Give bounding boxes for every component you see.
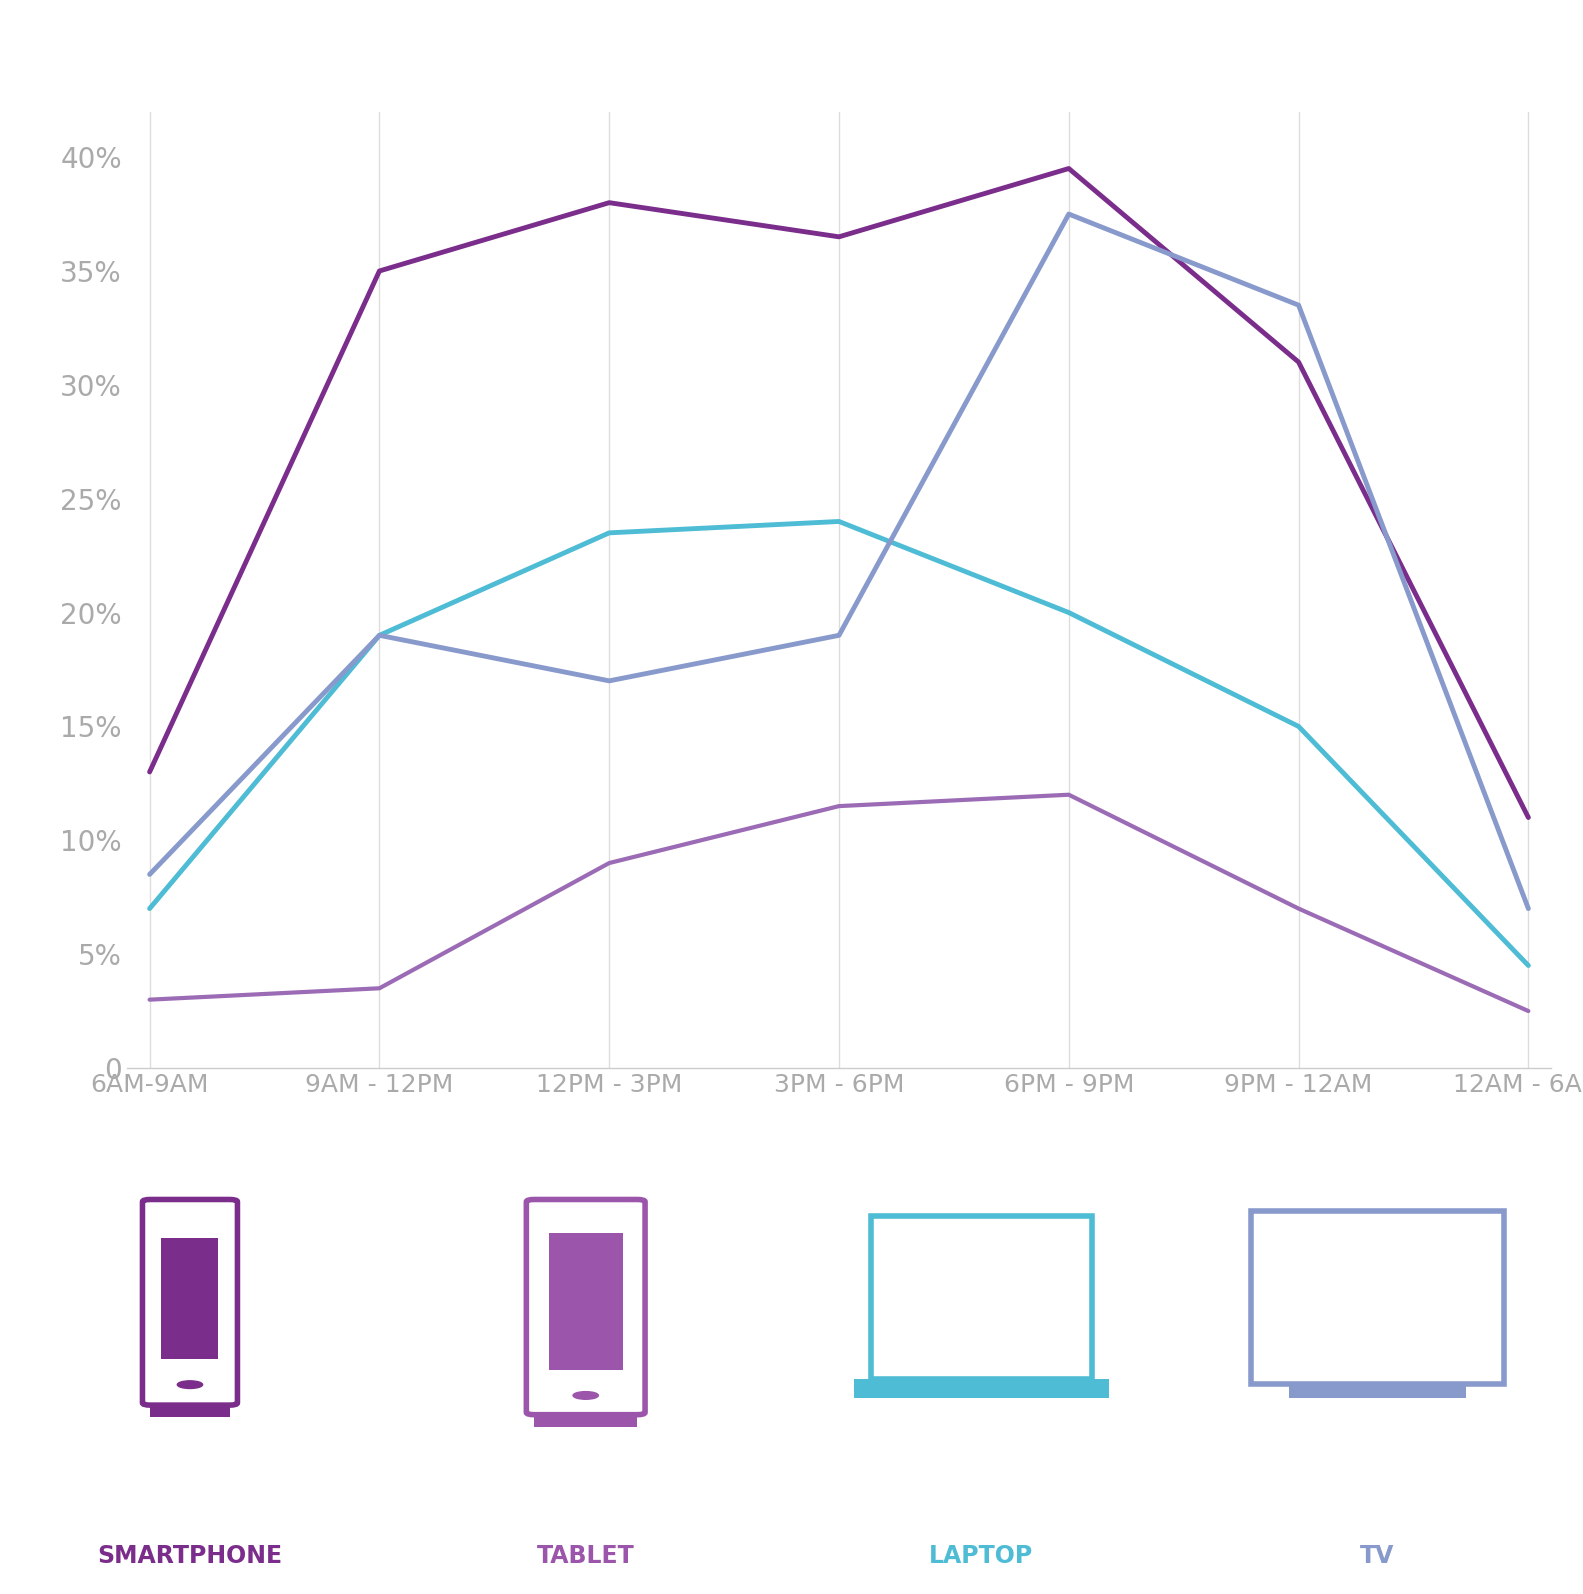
Bar (1289, 1384, 1466, 1398)
Circle shape (177, 1380, 203, 1388)
FancyBboxPatch shape (871, 1216, 1092, 1379)
Bar (549, 1234, 622, 1371)
Bar (855, 1379, 1108, 1398)
Text: TABLET: TABLET (537, 1543, 635, 1568)
FancyBboxPatch shape (1251, 1211, 1504, 1384)
Bar (161, 1239, 218, 1358)
FancyBboxPatch shape (526, 1200, 646, 1415)
Text: SMARTPHONE: SMARTPHONE (98, 1543, 282, 1568)
Text: TV: TV (1360, 1543, 1395, 1568)
FancyBboxPatch shape (142, 1200, 237, 1406)
Circle shape (573, 1392, 598, 1400)
Bar (535, 1412, 636, 1427)
Text: LAPTOP: LAPTOP (929, 1543, 1034, 1568)
Bar (150, 1403, 230, 1417)
